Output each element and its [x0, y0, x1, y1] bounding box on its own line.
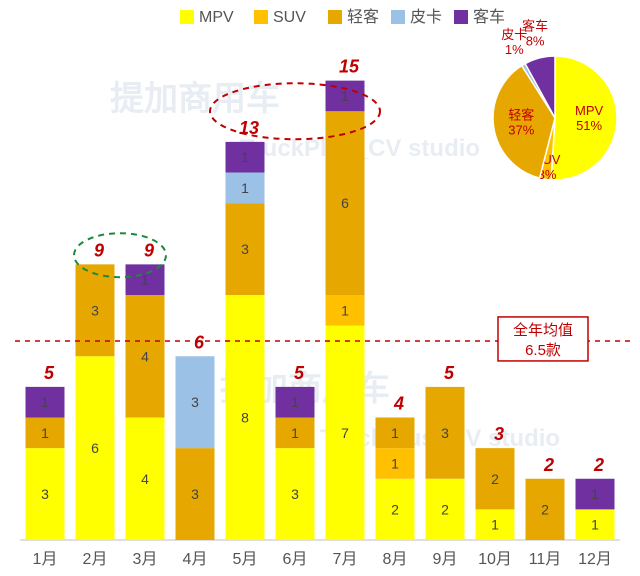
- svg-text:8: 8: [241, 410, 249, 426]
- svg-text:6: 6: [91, 440, 99, 456]
- x-label: 5月: [233, 551, 258, 568]
- total-label: 4: [393, 394, 404, 414]
- svg-text:3: 3: [41, 486, 49, 502]
- total-label: 5: [44, 363, 55, 383]
- x-label: 1月: [33, 551, 58, 568]
- total-label: 2: [593, 455, 604, 475]
- x-label: 2月: [83, 551, 108, 568]
- svg-text:2: 2: [491, 471, 499, 487]
- total-label: 3: [494, 424, 504, 444]
- x-label: 6月: [283, 551, 308, 568]
- svg-text:1: 1: [391, 425, 399, 441]
- svg-text:1: 1: [41, 394, 49, 410]
- svg-text:1: 1: [291, 394, 299, 410]
- svg-text:1: 1: [241, 149, 249, 165]
- total-label: 9: [144, 240, 154, 260]
- svg-text:3: 3: [291, 486, 299, 502]
- svg-text:1: 1: [391, 455, 399, 471]
- legend-label: 皮卡: [410, 8, 442, 26]
- total-label: 13: [239, 118, 259, 138]
- svg-text:8%: 8%: [526, 34, 545, 49]
- legend-swatch: [180, 10, 194, 24]
- x-label: 4月: [183, 551, 208, 568]
- svg-text:2: 2: [441, 501, 449, 517]
- legend-swatch: [454, 10, 468, 24]
- total-label: 5: [294, 363, 305, 383]
- svg-text:37%: 37%: [508, 122, 534, 137]
- total-label: 6: [194, 332, 205, 352]
- svg-text:1: 1: [491, 517, 499, 533]
- svg-text:1: 1: [41, 425, 49, 441]
- legend-label: 客车: [473, 8, 505, 26]
- svg-text:3: 3: [241, 241, 249, 257]
- combo-chart: 提加商用车TruckPlus_CV studio提加商用车TruckPlus_C…: [0, 0, 640, 576]
- legend-label: SUV: [273, 9, 306, 26]
- legend-swatch: [328, 10, 342, 24]
- svg-text:3: 3: [91, 302, 99, 318]
- total-label: 9: [94, 240, 104, 260]
- svg-text:轻客: 轻客: [508, 107, 534, 122]
- svg-text:7: 7: [341, 425, 349, 441]
- x-label: 9月: [433, 551, 458, 568]
- svg-text:1: 1: [591, 517, 599, 533]
- svg-text:MPV: MPV: [575, 103, 604, 118]
- svg-text:4: 4: [141, 348, 149, 364]
- svg-text:1: 1: [291, 425, 299, 441]
- svg-text:3: 3: [191, 486, 199, 502]
- svg-text:1: 1: [341, 302, 349, 318]
- svg-text:6.5款: 6.5款: [525, 342, 561, 359]
- svg-text:全年均值: 全年均值: [513, 321, 573, 339]
- legend-swatch: [391, 10, 405, 24]
- svg-text:2: 2: [391, 501, 399, 517]
- svg-text:6: 6: [341, 195, 349, 211]
- total-label: 15: [339, 57, 360, 77]
- svg-text:客车: 客车: [522, 19, 548, 34]
- svg-text:3: 3: [441, 425, 449, 441]
- x-label: 8月: [383, 551, 408, 568]
- legend-label: 轻客: [347, 8, 379, 26]
- svg-text:1%: 1%: [505, 42, 524, 57]
- svg-text:1: 1: [341, 88, 349, 104]
- x-label: 3月: [133, 551, 158, 568]
- legend-swatch: [254, 10, 268, 24]
- x-label: 11月: [529, 551, 562, 568]
- x-label: 10月: [478, 551, 512, 568]
- svg-text:1: 1: [241, 180, 249, 196]
- svg-text:4: 4: [141, 471, 149, 487]
- svg-text:3: 3: [191, 394, 199, 410]
- x-label: 12月: [578, 551, 612, 568]
- svg-text:2: 2: [541, 501, 549, 517]
- legend-label: MPV: [199, 9, 234, 26]
- x-label: 7月: [333, 551, 358, 568]
- total-label: 2: [543, 455, 554, 475]
- total-label: 5: [444, 363, 455, 383]
- svg-text:1: 1: [591, 486, 599, 502]
- svg-text:51%: 51%: [576, 118, 602, 133]
- svg-text:1: 1: [141, 272, 149, 288]
